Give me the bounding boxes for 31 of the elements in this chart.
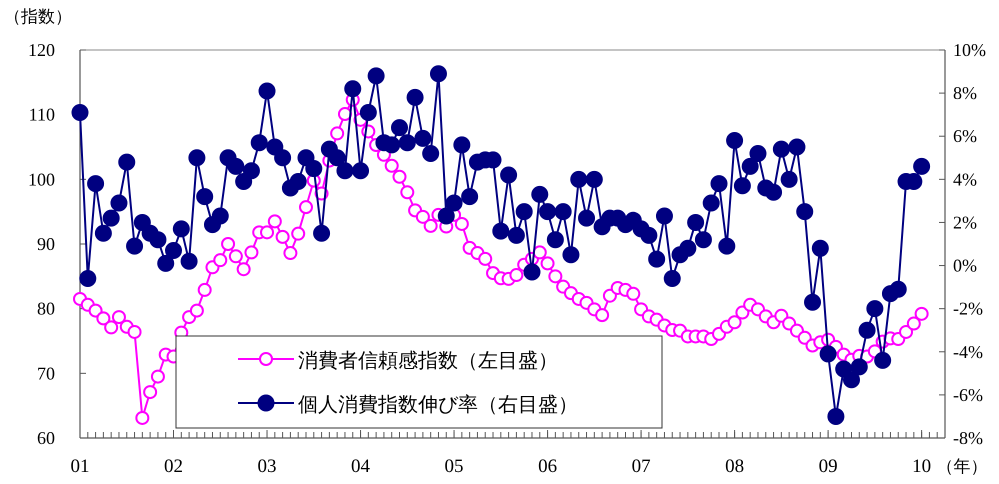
legend-label: 消費者信頼感指数（左目盛）	[298, 348, 558, 372]
y2-tick-label: 10%	[953, 40, 986, 60]
y-tick-label: 60	[37, 428, 55, 448]
y2-tick-label: 8%	[953, 83, 977, 104]
y2-tick-label: -8%	[953, 428, 983, 448]
y-tick-label: 90	[37, 234, 55, 254]
legend-label: 個人消費指数伸び率（右目盛）	[298, 392, 578, 416]
y2-tick-label: -2%	[953, 298, 983, 319]
x-tick-label: 04	[351, 456, 371, 477]
y-axis-title: （指数）	[4, 7, 72, 27]
y2-tick-label: 0%	[953, 256, 977, 276]
y2-tick-label: 2%	[953, 212, 977, 232]
y2-tick-label: 6%	[953, 126, 977, 146]
y-tick-label: 70	[37, 363, 55, 384]
x-tick-label: 09	[818, 456, 838, 477]
y2-tick-label: -6%	[953, 384, 983, 405]
x-tick-label: 03	[258, 456, 277, 477]
y2-tick-label: 4%	[953, 169, 977, 190]
x-tick-label: 07	[632, 456, 651, 477]
x-tick-label: 02	[164, 456, 184, 477]
y-tick-label: 80	[37, 298, 55, 319]
x-tick-label: 06	[538, 456, 558, 477]
y2-tick-label: -4%	[953, 342, 983, 362]
y-tick-label: 110	[28, 104, 55, 125]
x-tick-label: 10	[912, 456, 932, 477]
x-tick-label: 08	[725, 456, 744, 477]
x-tick-label: 01	[70, 456, 90, 477]
y-tick-label: 120	[28, 40, 55, 60]
x-axis-title: （年）	[936, 457, 988, 477]
y-tick-label: 100	[28, 169, 55, 190]
x-tick-label: 05	[444, 456, 464, 477]
